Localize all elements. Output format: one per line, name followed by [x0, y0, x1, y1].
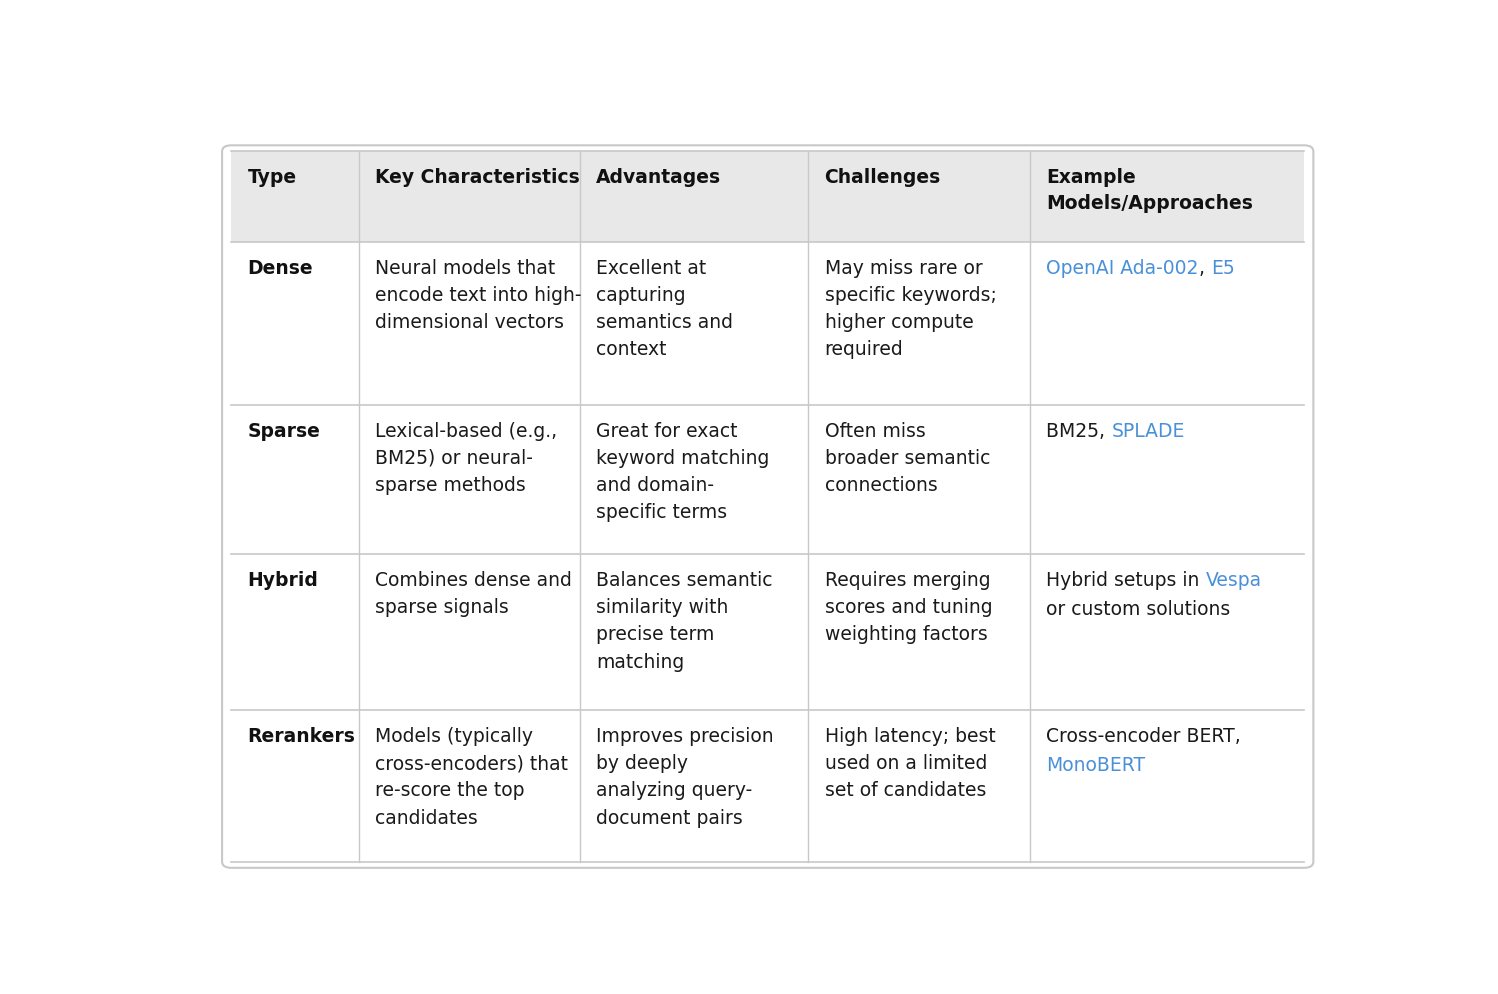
Text: Hybrid: Hybrid: [247, 571, 319, 589]
Text: Dense: Dense: [247, 258, 313, 277]
FancyBboxPatch shape: [222, 145, 1314, 868]
Text: Rerankers: Rerankers: [247, 727, 355, 746]
Text: Example
Models/Approaches: Example Models/Approaches: [1046, 168, 1254, 213]
Bar: [231, 151, 1305, 242]
Text: Requires merging
scores and tuning
weighting factors: Requires merging scores and tuning weigh…: [824, 571, 992, 644]
Text: Type: Type: [247, 168, 297, 187]
Text: Models (typically
cross-encoders) that
re-score the top
candidates: Models (typically cross-encoders) that r…: [376, 727, 568, 828]
Text: Advantages: Advantages: [596, 168, 721, 187]
Text: Balances semantic
similarity with
precise term
matching: Balances semantic similarity with precis…: [596, 571, 773, 672]
Text: Sparse: Sparse: [247, 421, 321, 440]
Text: Hybrid setups in: Hybrid setups in: [1046, 571, 1206, 589]
Text: SPLADE: SPLADE: [1112, 421, 1185, 440]
Text: May miss rare or
specific keywords;
higher compute
required: May miss rare or specific keywords; high…: [824, 258, 996, 359]
Text: Cross-encoder BERT,: Cross-encoder BERT,: [1046, 727, 1242, 746]
Text: or custom solutions: or custom solutions: [1046, 600, 1230, 619]
Text: MonoBERT: MonoBERT: [1046, 756, 1146, 775]
Text: High latency; best
used on a limited
set of candidates: High latency; best used on a limited set…: [824, 727, 995, 800]
Text: Neural models that
encode text into high-
dimensional vectors: Neural models that encode text into high…: [376, 258, 581, 332]
Text: Great for exact
keyword matching
and domain-
specific terms: Great for exact keyword matching and dom…: [596, 421, 770, 523]
Text: Combines dense and
sparse signals: Combines dense and sparse signals: [376, 571, 572, 617]
Text: Vespa: Vespa: [1206, 571, 1261, 589]
Text: Often miss
broader semantic
connections: Often miss broader semantic connections: [824, 421, 990, 495]
Text: Improves precision
by deeply
analyzing query-
document pairs: Improves precision by deeply analyzing q…: [596, 727, 773, 828]
Text: Challenges: Challenges: [824, 168, 941, 187]
Text: Excellent at
capturing
semantics and
context: Excellent at capturing semantics and con…: [596, 258, 733, 359]
Text: BM25,: BM25,: [1046, 421, 1112, 440]
Text: OpenAI Ada-002: OpenAI Ada-002: [1046, 258, 1198, 277]
Text: ,: ,: [1198, 258, 1210, 277]
Text: E5: E5: [1210, 258, 1234, 277]
Text: Lexical-based (e.g.,
BM25) or neural-
sparse methods: Lexical-based (e.g., BM25) or neural- sp…: [376, 421, 557, 495]
Text: Key Characteristics: Key Characteristics: [376, 168, 580, 187]
